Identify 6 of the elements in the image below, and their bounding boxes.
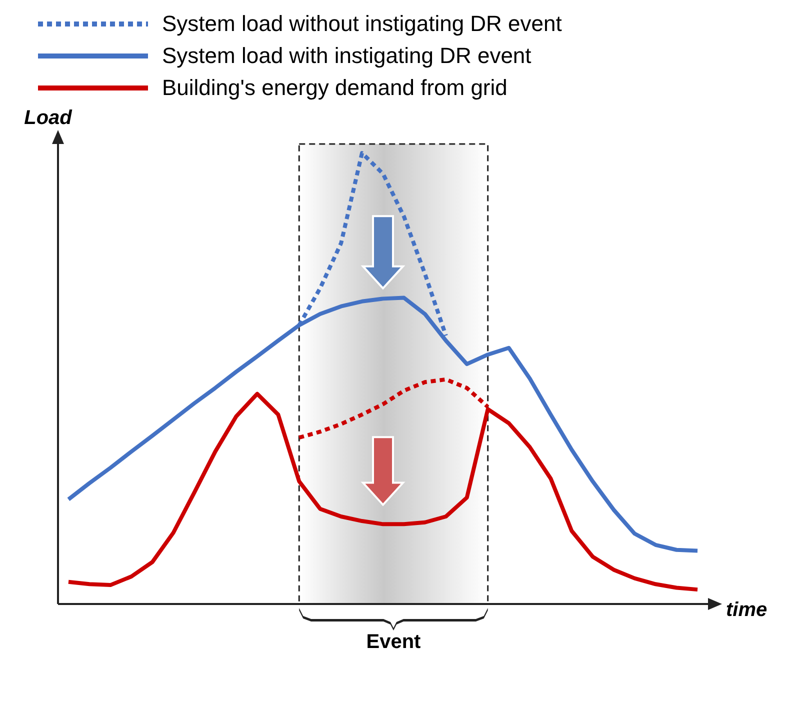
legend-label: System load with instigating DR event [162, 43, 532, 69]
text: Event [366, 631, 422, 654]
legend-label: System load without instigating DR event [162, 11, 562, 37]
legend-label: Building's energy demand from grid [162, 75, 508, 101]
x-axis-title: time [726, 599, 768, 622]
y-axis-title: Load [24, 107, 73, 129]
